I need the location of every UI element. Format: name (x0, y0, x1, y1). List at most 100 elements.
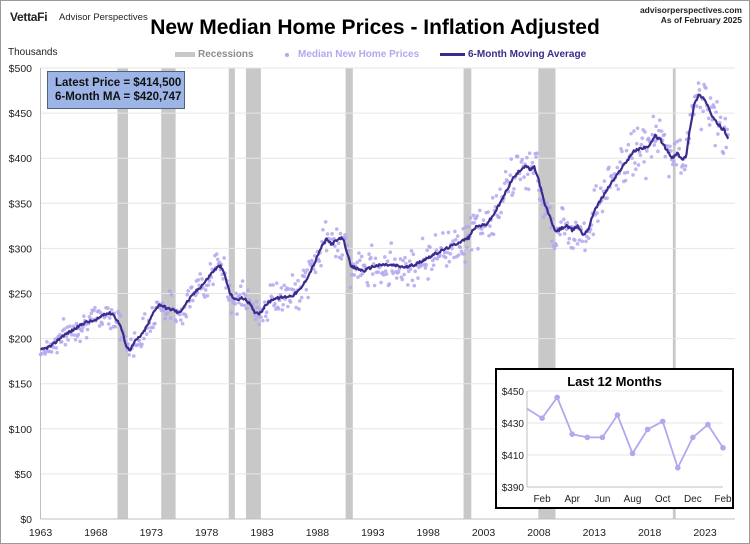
median-price-point (468, 216, 473, 220)
median-price-point (639, 142, 644, 147)
median-price-point (280, 308, 285, 312)
median-price-point (511, 191, 515, 195)
median-price-point (98, 310, 103, 315)
median-price-point (487, 233, 491, 238)
median-price-point (302, 274, 307, 279)
median-price-point (346, 248, 351, 253)
median-price-point (677, 146, 681, 151)
median-price-point (494, 194, 499, 198)
median-price-point (582, 221, 586, 225)
median-price-point (153, 321, 157, 326)
median-price-point (650, 132, 655, 137)
median-price-point (198, 272, 202, 276)
median-price-point (76, 332, 81, 337)
median-price-point (73, 338, 78, 342)
median-price-point (675, 139, 680, 144)
median-price-point (654, 124, 658, 129)
median-price-point (649, 155, 654, 159)
median-price-point (144, 332, 149, 336)
median-price-point (580, 239, 585, 244)
y-tick-label: $50 (14, 469, 32, 481)
median-price-point (92, 308, 96, 313)
median-price-point (638, 153, 643, 158)
median-price-point (132, 331, 137, 335)
median-price-point (537, 188, 541, 193)
median-price-point (303, 271, 308, 275)
median-price-point (263, 314, 268, 319)
median-price-point (261, 318, 265, 323)
median-price-point (566, 241, 571, 245)
median-price-point (663, 154, 668, 159)
last-12-months-inset: Last 12 Months $390 $410 $430 $450 Feb Apr Jun… (495, 368, 734, 509)
median-price-point (543, 212, 548, 217)
median-price-point (393, 257, 397, 262)
median-price-point (63, 342, 68, 347)
median-price-point (382, 255, 387, 259)
median-price-point (678, 138, 682, 142)
median-price-point (526, 187, 531, 192)
median-price-point (352, 273, 357, 277)
median-price-point (291, 287, 296, 292)
median-price-point (398, 257, 403, 261)
median-price-point (701, 109, 705, 114)
median-price-point (45, 340, 49, 344)
median-price-point (206, 283, 211, 287)
median-price-point (334, 227, 339, 231)
median-price-point (447, 259, 452, 264)
median-price-point (330, 232, 334, 236)
median-price-point (211, 282, 215, 287)
median-price-point (155, 300, 160, 305)
median-price-point (424, 263, 429, 267)
median-price-point (382, 273, 386, 277)
median-price-point (233, 302, 238, 306)
median-price-point (609, 173, 614, 178)
median-price-point (471, 213, 476, 218)
median-price-point (404, 261, 408, 266)
median-price-point (721, 151, 726, 156)
y-tick-label: $450 (9, 108, 33, 120)
median-price-point (369, 255, 373, 260)
x-tick-label: 1978 (195, 527, 219, 539)
median-price-point (596, 219, 600, 223)
median-price-point (426, 277, 430, 281)
median-price-point (478, 208, 482, 213)
median-price-point (707, 123, 712, 127)
inset-x-tick-label: Dec (684, 494, 702, 505)
median-price-point (184, 314, 189, 319)
legend-item-moving-average: 6-Month Moving Average (440, 49, 586, 60)
median-price-point (321, 228, 325, 232)
median-price-point (623, 178, 628, 183)
median-price-point (602, 179, 607, 183)
inset-x-tick-label: Apr (564, 494, 580, 505)
median-price-point (257, 322, 262, 327)
inset-price-point (554, 394, 560, 401)
median-price-point (148, 329, 153, 334)
median-price-point (716, 132, 720, 136)
median-price-point (406, 283, 410, 287)
median-price-point (481, 218, 486, 222)
median-price-point (712, 105, 717, 109)
median-price-point (509, 157, 513, 161)
median-price-point (394, 276, 399, 280)
median-price-point (245, 306, 250, 311)
median-price-point (190, 285, 194, 289)
median-price-point (672, 141, 677, 146)
median-price-point (644, 176, 648, 181)
median-price-point (178, 312, 182, 317)
median-price-point (68, 324, 72, 328)
median-price-point (657, 118, 662, 123)
median-price-point (242, 303, 247, 308)
median-price-point (372, 283, 377, 288)
median-price-point (505, 179, 510, 183)
median-price-point (185, 292, 190, 297)
median-price-dots (38, 81, 730, 358)
median-price-point (65, 325, 70, 330)
median-price-point (160, 301, 165, 305)
median-price-point (253, 317, 258, 321)
median-price-point (515, 154, 520, 159)
median-price-point (365, 280, 370, 285)
median-price-point (59, 339, 64, 344)
median-price-point (294, 305, 298, 310)
median-price-point (453, 229, 457, 234)
median-price-point (725, 127, 729, 132)
